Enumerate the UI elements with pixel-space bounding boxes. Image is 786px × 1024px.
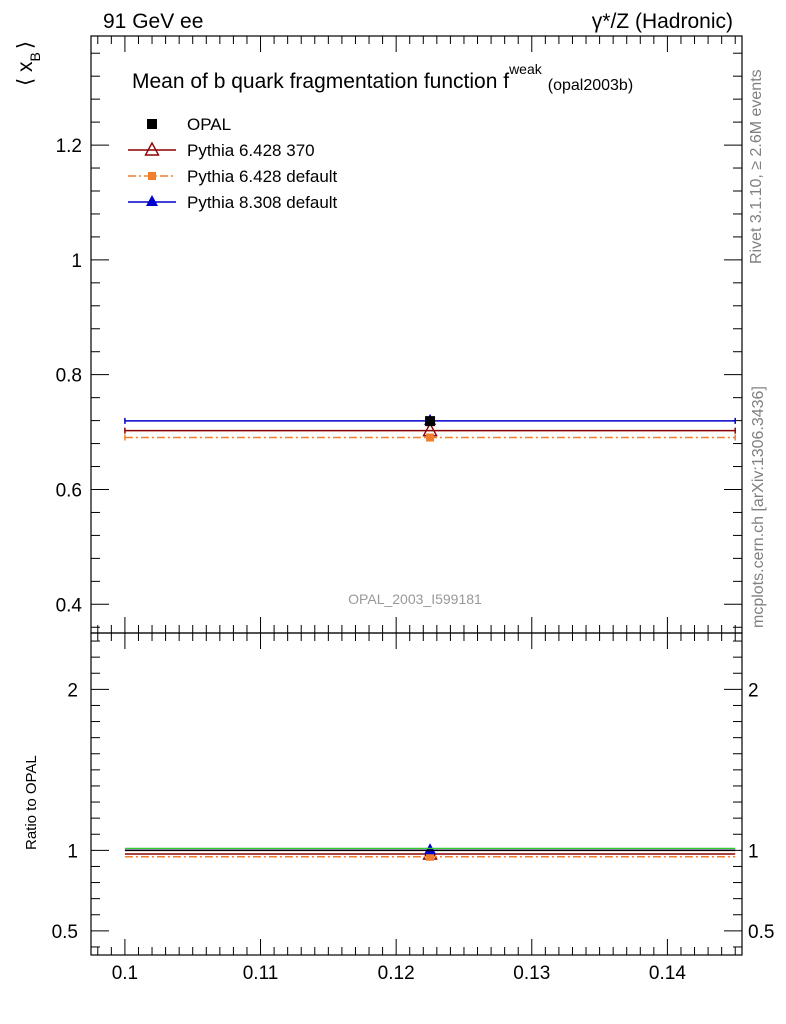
- axis-tick-labels: 0.1 0.11 0.12 0.13 0.14 0.4 0.6 0.8 1 1.2 0.5 0.5 1 1…: [52, 136, 775, 984]
- ratio-tick-label-right: 2: [748, 680, 759, 701]
- series-2-marker: [426, 433, 435, 442]
- series-0-marker: [425, 416, 436, 427]
- y-axis-label: ⟨ xB⟩: [14, 41, 43, 86]
- x-tick-label: 0.11: [243, 963, 279, 984]
- legend: OPAL Pythia 6.428 370 Pythia 6.428 default…: [128, 115, 338, 212]
- legend-item-2-label: Pythia 6.428 default: [187, 167, 338, 186]
- legend-item-0-label: OPAL: [187, 115, 231, 134]
- ratio-tick-label-right: 0.5: [748, 922, 774, 943]
- y-tick-label: 0.4: [56, 595, 83, 616]
- ratio-tick-label-left: 0.5: [52, 922, 78, 943]
- y-tick-label: 1.2: [56, 136, 82, 157]
- axis-ticks: [91, 36, 742, 955]
- analysis-watermark: OPAL_2003_I599181: [348, 591, 482, 607]
- legend-item-3-label: Pythia 8.308 default: [187, 193, 338, 212]
- y-axis-label-subscript: B: [27, 52, 43, 61]
- y-axis-label-close: ⟩: [14, 41, 37, 49]
- ratio-tick-label-right: 1: [748, 841, 759, 862]
- data-series: [124, 413, 736, 442]
- chart-title-subscript: (opal2003b): [548, 77, 633, 94]
- y-tick-label: 0.6: [56, 480, 82, 501]
- chart-title-superscript: weak: [508, 61, 543, 77]
- mcplots-reference-label: mcplots.cern.ch [arXiv:1306.3436]: [750, 386, 767, 628]
- chart-title: Mean of b quark fragmentation function f…: [132, 61, 633, 94]
- ratio-series: [124, 843, 736, 861]
- x-tick-label: 0.12: [378, 963, 415, 984]
- legend-item-1-marker: [144, 141, 160, 156]
- ratio-plot-frame: [90, 632, 743, 956]
- ratio-tick-label-left: 2: [67, 680, 78, 701]
- ratio-axis-label: Ratio to OPAL: [23, 755, 40, 850]
- header-energy-label: 91 GeV ee: [103, 10, 203, 33]
- x-tick-label: 0.14: [649, 963, 686, 984]
- y-tick-label: 1: [71, 251, 82, 272]
- legend-item-0-marker: [147, 119, 157, 129]
- legend-item-2-marker: [148, 172, 156, 180]
- legend-item-3-marker: [146, 195, 158, 206]
- series-2-ratio-marker: [426, 852, 435, 861]
- x-tick-label: 0.1: [112, 963, 138, 984]
- y-tick-label: 0.8: [56, 366, 82, 387]
- x-tick-label: 0.13: [513, 963, 550, 984]
- ratio-tick-label-left: 1: [67, 841, 78, 862]
- rivet-version-label: Rivet 3.1.10, ≥ 2.6M events: [748, 69, 765, 264]
- legend-item-1-label: Pythia 6.428 370: [187, 141, 315, 160]
- header-process-label: γ*/Z (Hadronic): [592, 10, 733, 33]
